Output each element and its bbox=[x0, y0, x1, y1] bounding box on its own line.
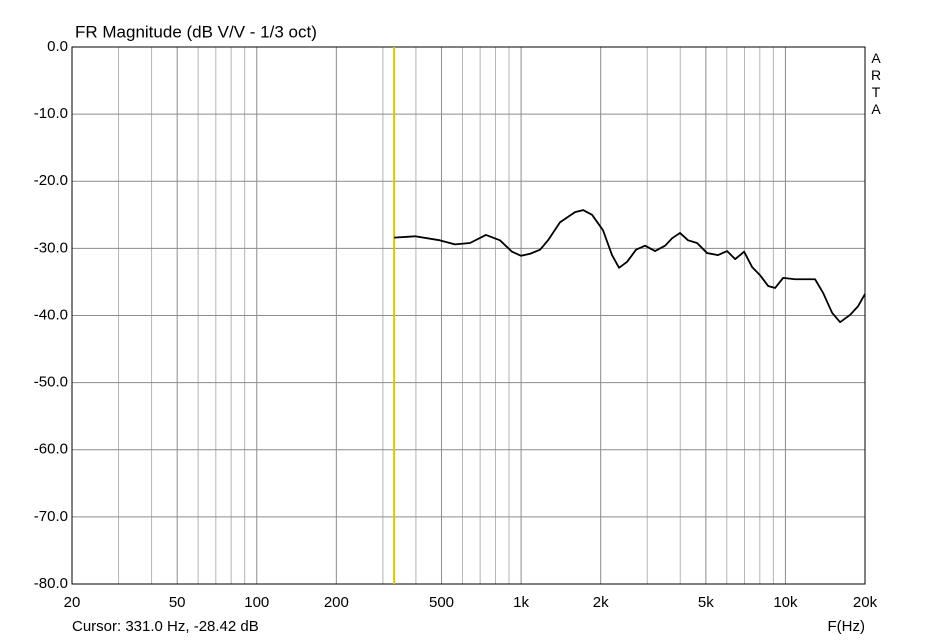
y-tick-label: -70.0 bbox=[34, 508, 68, 525]
y-tick-label: -50.0 bbox=[34, 374, 68, 391]
chart-title: FR Magnitude (dB V/V - 1/3 oct) bbox=[75, 22, 317, 41]
cursor-readout: Cursor: 331.0 Hz, -28.42 dB bbox=[72, 618, 259, 635]
x-tick-label: 500 bbox=[429, 594, 454, 611]
y-tick-label: -30.0 bbox=[34, 239, 68, 256]
x-tick-label: 50 bbox=[169, 594, 186, 611]
x-tick-label: 200 bbox=[324, 594, 349, 611]
x-tick-label: 20k bbox=[853, 594, 878, 611]
x-tick-label: 100 bbox=[244, 594, 269, 611]
x-tick-label: 5k bbox=[698, 594, 714, 611]
response-curve bbox=[394, 209, 866, 324]
y-tick-label: -80.0 bbox=[34, 575, 68, 592]
y-tick-label: -20.0 bbox=[34, 172, 68, 189]
x-tick-label: 2k bbox=[593, 594, 609, 611]
plot-frame bbox=[71, 46, 866, 585]
x-tick-label: 1k bbox=[513, 594, 529, 611]
watermark: ARTA bbox=[868, 50, 884, 118]
y-tick-label: -60.0 bbox=[34, 441, 68, 458]
x-axis-label: F(Hz) bbox=[828, 618, 866, 635]
y-tick-label: -40.0 bbox=[34, 306, 68, 323]
x-tick-label: 10k bbox=[773, 594, 798, 611]
y-tick-label: 0.0 bbox=[47, 38, 68, 55]
x-tick-label: 20 bbox=[64, 594, 81, 611]
y-tick-label: -10.0 bbox=[34, 105, 68, 122]
